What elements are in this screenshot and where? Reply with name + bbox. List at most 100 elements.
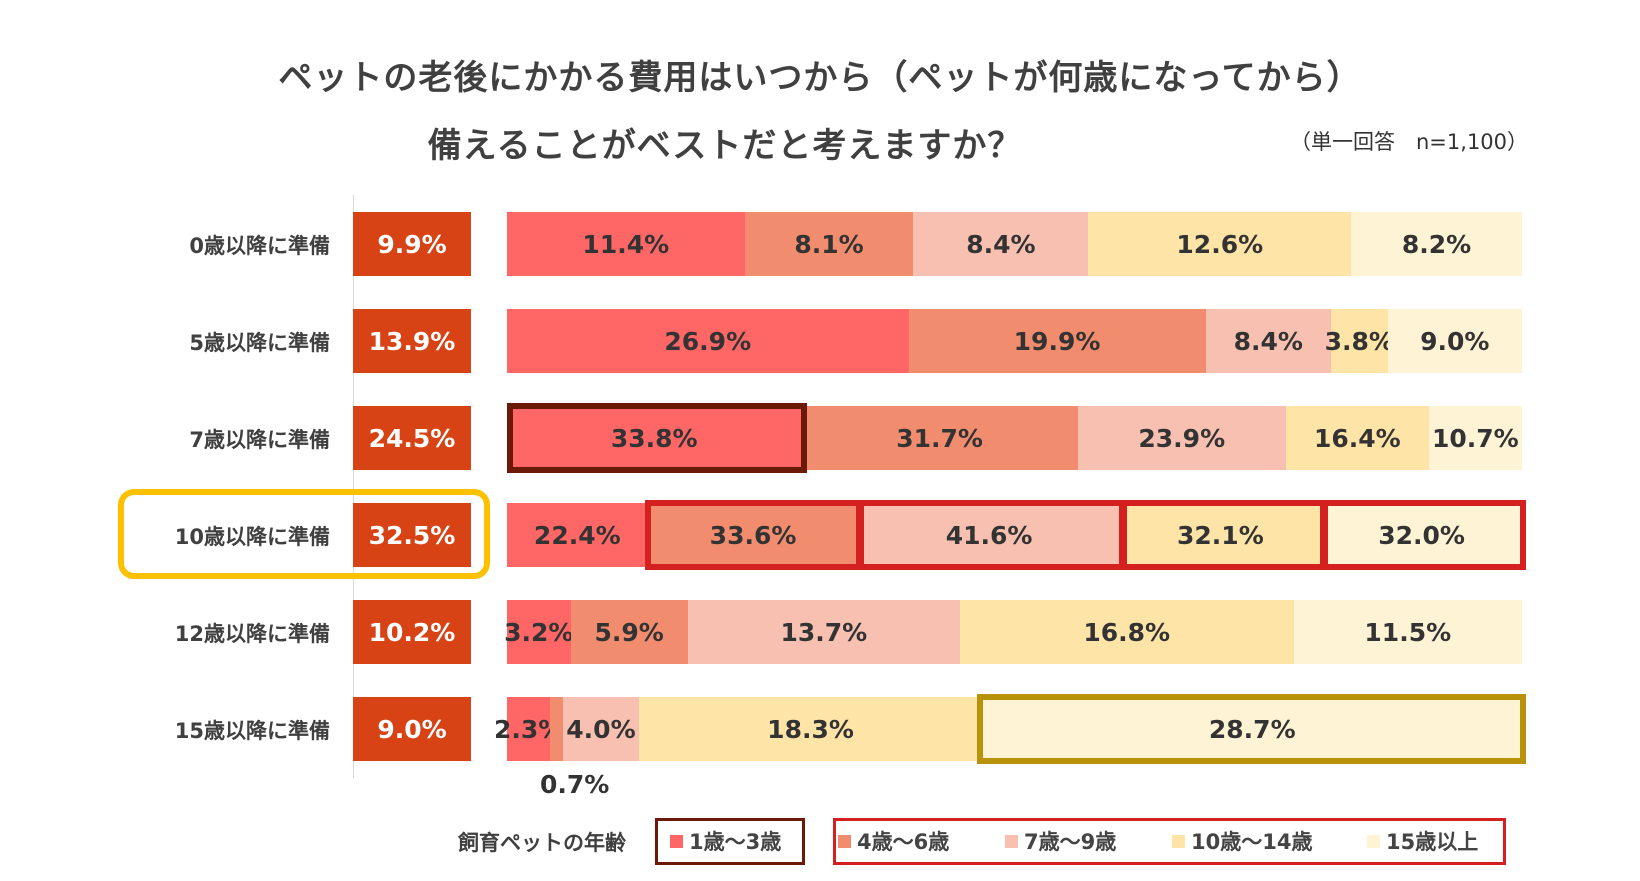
bar-segment: 31.7% bbox=[801, 406, 1078, 470]
bar-segment: 11.4% bbox=[507, 212, 745, 276]
data-label: 32.0% bbox=[1378, 520, 1465, 550]
row-label: 15歳以降に準備 bbox=[174, 719, 330, 743]
data-label: 19.9% bbox=[1013, 326, 1101, 356]
bar-segment: 5.9% bbox=[570, 600, 688, 664]
data-label: 12.6% bbox=[1176, 229, 1264, 259]
sample-note: （単一回答 n=1,100） bbox=[1290, 130, 1529, 154]
bar-segment: 10.7% bbox=[1428, 406, 1522, 470]
legend-title: 飼育ペットの年齢 bbox=[458, 831, 626, 855]
data-label: 33.6% bbox=[709, 520, 797, 550]
overall-bar: 9.9% bbox=[353, 212, 471, 276]
data-label: 9.0% bbox=[1420, 326, 1490, 356]
bar-segment: 8.2% bbox=[1351, 212, 1522, 276]
data-label: 8.2% bbox=[1401, 229, 1472, 259]
bar-segment: 32.1% bbox=[1119, 503, 1322, 567]
bar-segment: 4.0% bbox=[563, 697, 639, 761]
chart-title-line2: 備えることがベストだと考えますか？ bbox=[427, 126, 1023, 166]
legend-item: 7歳〜9歳 bbox=[1005, 826, 1116, 856]
data-label: 26.9% bbox=[664, 326, 752, 356]
legend-swatch bbox=[1172, 834, 1185, 848]
bar-segment: 9.0% bbox=[1387, 309, 1522, 373]
chart-title-line1: ペットの老後にかかる費用はいつから（ペットが何歳になってから） bbox=[278, 58, 1362, 98]
legend-label: 1歳〜3歳 bbox=[689, 830, 782, 854]
bar-segment: 32.0% bbox=[1321, 503, 1522, 567]
data-label: 8.4% bbox=[966, 229, 1036, 259]
bar-segment: 26.9% bbox=[507, 309, 909, 373]
data-label: 8.1% bbox=[794, 229, 864, 259]
legend-item: 15歳以上 bbox=[1367, 826, 1478, 856]
overall-bar: 24.5% bbox=[353, 406, 471, 470]
bar-segment: 16.8% bbox=[959, 600, 1294, 664]
data-label: 10.7% bbox=[1432, 423, 1519, 453]
bar-segment: 13.7% bbox=[687, 600, 960, 664]
bar-segment: 3.8% bbox=[1325, 309, 1394, 373]
bar-segment: 18.3% bbox=[638, 697, 983, 761]
data-label: 23.9% bbox=[1138, 423, 1226, 453]
legend-label: 15歳以上 bbox=[1386, 830, 1479, 854]
bar-segment: 12.6% bbox=[1088, 212, 1352, 276]
data-label: 32.1% bbox=[1177, 520, 1264, 550]
overall-bar: 13.9% bbox=[353, 309, 471, 373]
data-label: 28.7% bbox=[1208, 714, 1296, 744]
overall-bar: 10.2% bbox=[353, 600, 471, 664]
legend-highlight-2 bbox=[833, 818, 1506, 865]
bar-segment: 41.6% bbox=[858, 503, 1120, 567]
legend-label: 4歳〜6歳 bbox=[857, 830, 950, 854]
legend-swatch bbox=[1005, 834, 1018, 848]
data-label: 4.0% bbox=[566, 714, 636, 744]
data-label: 41.6% bbox=[945, 520, 1033, 550]
data-label: 31.7% bbox=[896, 423, 983, 453]
data-label: 18.3% bbox=[767, 714, 854, 744]
highlight-box-15sai-15 bbox=[977, 694, 1526, 764]
data-label: 3.2% bbox=[504, 617, 574, 647]
legend-label: 7歳〜9歳 bbox=[1024, 830, 1117, 854]
data-label: 11.5% bbox=[1364, 617, 1452, 647]
data-label: 22.4% bbox=[533, 520, 621, 550]
row-label: 7歳以降に準備 bbox=[189, 428, 330, 452]
bar-segment: 2.3% bbox=[494, 697, 563, 761]
row-label: 5歳以降に準備 bbox=[189, 331, 330, 355]
bar-segment: 33.8% bbox=[507, 406, 802, 470]
highlight-box-10sai-15 bbox=[1322, 500, 1526, 570]
row-label: 12歳以降に準備 bbox=[174, 622, 330, 646]
axis-line bbox=[353, 195, 354, 778]
overall-bar: 32.5% bbox=[353, 503, 471, 567]
row-label: 0歳以降に準備 bbox=[189, 234, 330, 258]
bar-segment: 8.4% bbox=[913, 212, 1089, 276]
row-label: 10歳以降に準備 bbox=[174, 525, 330, 549]
bar-segment: 8.1% bbox=[744, 212, 914, 276]
highlight-box-10sai-4-6 bbox=[645, 500, 862, 570]
bar-segment: 3.2% bbox=[504, 600, 574, 664]
bar-segment: 22.4% bbox=[507, 503, 648, 567]
data-label: 33.8% bbox=[610, 423, 698, 453]
data-label: 8.4% bbox=[1233, 326, 1303, 356]
highlight-box-10sai-label bbox=[118, 489, 490, 579]
legend-item: 4歳〜6歳 bbox=[838, 826, 949, 856]
bar-segment: 8.4% bbox=[1205, 309, 1331, 373]
highlight-box-10sai-7-9 bbox=[858, 500, 1125, 570]
data-label: 11.4% bbox=[582, 229, 670, 259]
legend-swatch bbox=[838, 834, 851, 848]
data-label: 16.8% bbox=[1083, 617, 1171, 647]
bar-segment: 19.9% bbox=[908, 309, 1206, 373]
legend-item: 10歳〜14歳 bbox=[1172, 826, 1312, 856]
annotation-0-7: 0.7% bbox=[540, 770, 610, 799]
bar-segment: 16.4% bbox=[1285, 406, 1429, 470]
highlight-box-7sai-1-3 bbox=[507, 403, 807, 473]
legend-swatch bbox=[670, 834, 683, 848]
highlight-box-10sai-10-14 bbox=[1121, 500, 1326, 570]
legend-label: 10歳〜14歳 bbox=[1191, 830, 1313, 854]
data-label: 16.4% bbox=[1313, 423, 1401, 453]
bar-segment: 23.9% bbox=[1077, 406, 1286, 470]
bar-segment: 11.5% bbox=[1293, 600, 1522, 664]
bar-segment bbox=[550, 697, 564, 761]
bar-segment: 28.7% bbox=[982, 697, 1522, 761]
bar-segment: 33.6% bbox=[647, 503, 859, 567]
legend-highlight-1 bbox=[655, 818, 805, 865]
legend-item: 1歳〜3歳 bbox=[670, 826, 781, 856]
overall-bar: 9.0% bbox=[353, 697, 471, 761]
data-label: 3.8% bbox=[1324, 326, 1394, 356]
legend-swatch bbox=[1367, 834, 1380, 848]
data-label: 5.9% bbox=[594, 617, 664, 647]
data-label: 13.7% bbox=[780, 617, 868, 647]
